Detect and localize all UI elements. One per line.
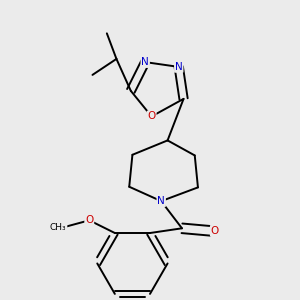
Text: N: N (175, 62, 183, 72)
Text: N: N (157, 196, 165, 206)
Text: N: N (141, 57, 149, 67)
Text: O: O (148, 111, 156, 122)
Text: O: O (85, 215, 93, 225)
Text: CH₃: CH₃ (50, 223, 67, 232)
Text: O: O (211, 226, 219, 236)
